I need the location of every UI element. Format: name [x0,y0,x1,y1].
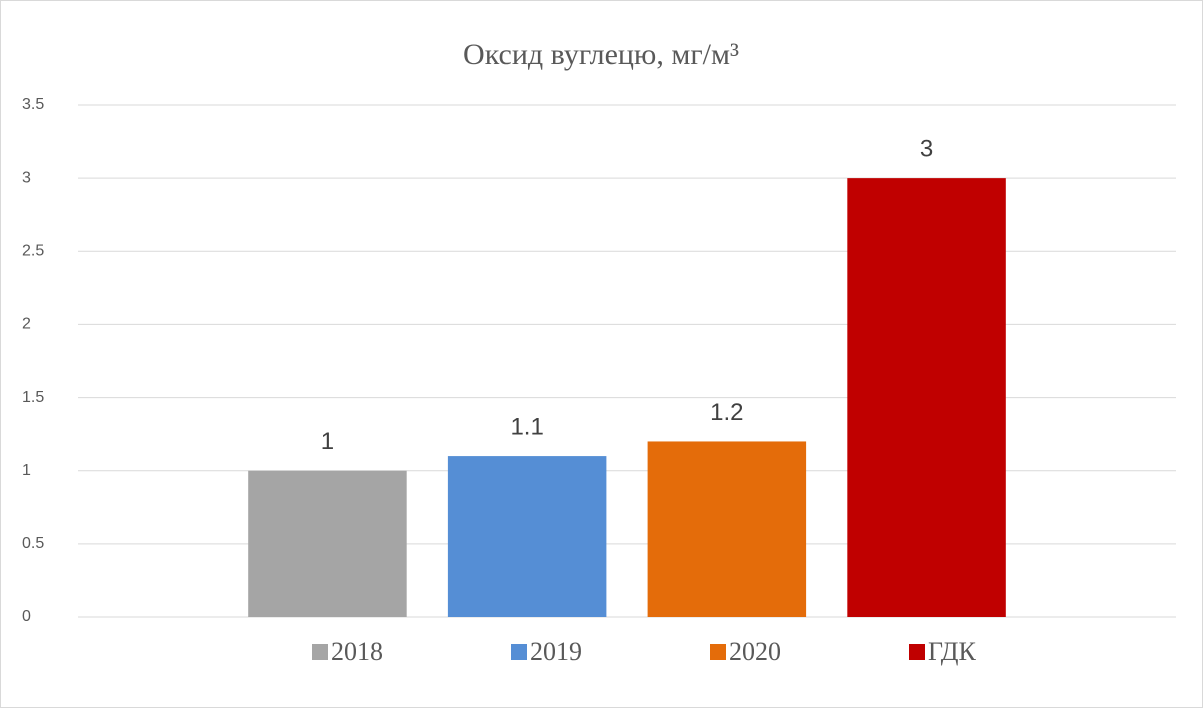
y-tick-label: 3.5 [22,96,44,113]
bar [847,178,1006,617]
y-tick-label: 3 [22,169,31,186]
data-label: 1 [321,428,334,455]
bar [647,441,807,617]
legend-label: 2019 [530,637,582,666]
y-tick-label: 2 [22,316,31,333]
y-tick-label: 1 [22,462,31,479]
bar [447,456,607,617]
legend-swatch [710,644,726,660]
legend-swatch [312,644,328,660]
chart-title: Оксид вуглецю, мг/м³ [463,38,739,71]
y-tick-label: 2.5 [22,243,44,260]
bar [248,470,407,617]
y-tick-label: 0 [22,608,31,625]
data-label: 1.1 [510,413,543,440]
legend-swatch [909,644,925,660]
legend-label: 2020 [729,637,781,666]
legend-swatch [511,644,527,660]
data-label: 3 [920,135,933,162]
legend-label: 2018 [331,637,383,666]
y-tick-label: 1.5 [22,389,44,406]
legend-label: ГДК [928,637,976,666]
y-tick-label: 0.5 [22,535,44,552]
data-label: 1.2 [710,399,743,426]
